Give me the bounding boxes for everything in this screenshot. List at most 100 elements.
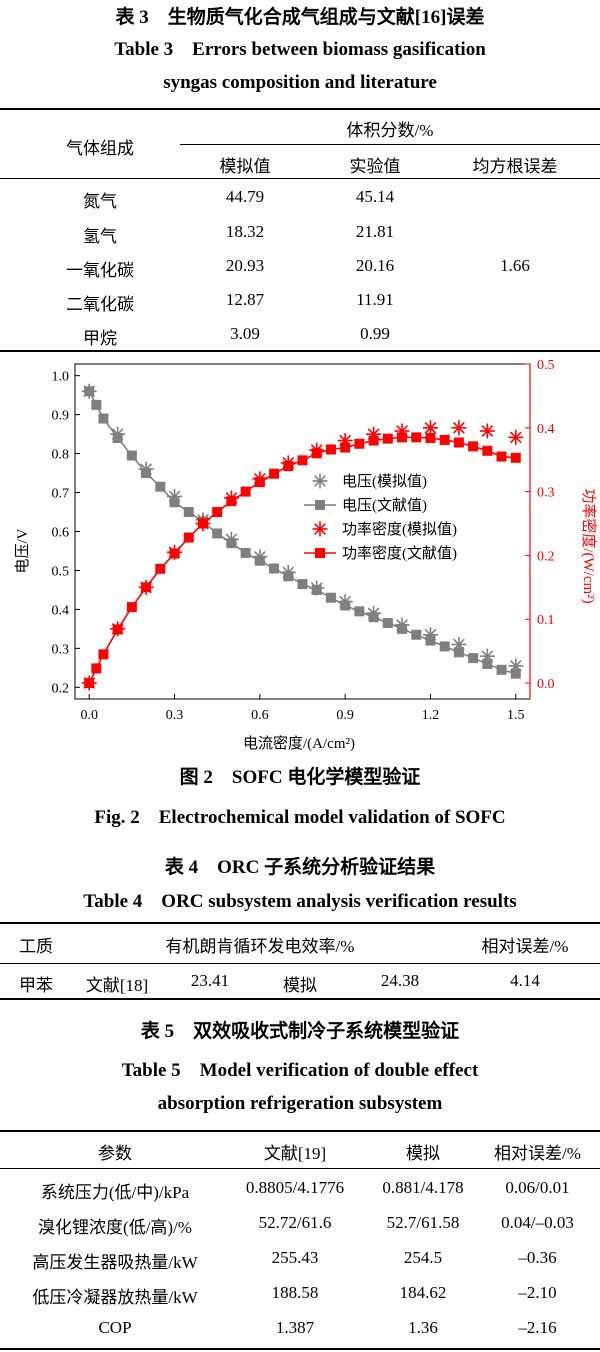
legend-item: 电压(文献值) xyxy=(304,497,427,514)
data-point xyxy=(254,555,265,566)
data-point xyxy=(482,658,493,669)
data-point xyxy=(169,548,180,559)
data-point xyxy=(496,664,507,675)
data-point xyxy=(382,433,393,444)
table5-row-err: 0.06/0.01 xyxy=(505,1178,570,1197)
data-point xyxy=(354,606,365,617)
table5-bottom-rule xyxy=(0,1348,600,1350)
data-point xyxy=(411,629,422,640)
legend-marker xyxy=(312,521,328,537)
y2-tick-label: 0.2 xyxy=(537,549,555,564)
data-point xyxy=(453,437,464,448)
data-point xyxy=(91,663,102,674)
table5-head-param: 参数 xyxy=(98,1144,132,1163)
data-point xyxy=(482,445,493,456)
table3-sub-rule xyxy=(180,144,600,145)
series-1 xyxy=(84,386,521,679)
table5-row-lit: 255.43 xyxy=(271,1248,319,1267)
table3-row-exp: 21.81 xyxy=(355,222,395,241)
data-point xyxy=(98,413,109,424)
x-tick-label: 1.2 xyxy=(422,708,440,723)
table3-row-exp: 0.99 xyxy=(360,324,390,343)
table5-row-lit: 52.72/61.6 xyxy=(258,1213,332,1232)
data-point xyxy=(510,668,521,679)
table5-row-param: 低压冷凝器放热量/kW xyxy=(32,1288,198,1307)
series-3 xyxy=(84,432,521,689)
data-point xyxy=(422,420,438,436)
data-point xyxy=(468,653,479,664)
data-point xyxy=(325,592,336,603)
data-point xyxy=(169,497,180,508)
table3-rmse-value: 1.66 xyxy=(500,256,530,275)
table5-row-param: COP xyxy=(98,1318,132,1337)
table5-row-sim: 184.62 xyxy=(399,1283,447,1302)
table3-title-cn: 表 3 生物质气化合成气组成与文献[16]误差 xyxy=(115,7,485,28)
table4-head-err: 相对误差/% xyxy=(481,937,569,956)
table3-title-en-2: syngas composition and literature xyxy=(163,72,437,93)
data-point xyxy=(479,423,495,439)
x-tick-label: 0.9 xyxy=(336,708,354,723)
table3-row-gas: 氢气 xyxy=(83,227,117,246)
y2-tick-label: 0.5 xyxy=(537,358,555,373)
table5-row-err: –2.10 xyxy=(518,1283,557,1302)
table3-head-sim: 模拟值 xyxy=(219,157,271,176)
data-point xyxy=(297,579,308,590)
table3-row-sim: 12.87 xyxy=(225,290,265,309)
table3-row-gas: 一氧化碳 xyxy=(66,261,134,280)
legend-label: 电压(模拟值) xyxy=(342,473,427,490)
y2-tick-label: 0.4 xyxy=(537,422,555,437)
data-point xyxy=(340,600,351,611)
table4-title-cn: 表 4 ORC 子系统分析验证结果 xyxy=(164,857,436,878)
data-point xyxy=(510,452,521,463)
data-point xyxy=(439,434,450,445)
table4-medium: 甲苯 xyxy=(19,976,53,995)
table4-bottom-rule xyxy=(0,998,600,1000)
table3-head-gas: 气体组成 xyxy=(66,139,134,158)
table5-row-param: 溴化锂浓度(低/高)/% xyxy=(38,1218,192,1237)
table3-row-exp: 11.91 xyxy=(356,290,394,309)
y-tick-label: 0.6 xyxy=(52,526,70,541)
data-point xyxy=(226,496,237,507)
y-tick-label: 1.0 xyxy=(52,370,70,385)
legend-marker xyxy=(315,548,325,558)
data-point xyxy=(397,432,408,443)
data-point xyxy=(91,399,102,410)
data-point xyxy=(112,624,123,635)
y-tick-label: 0.4 xyxy=(52,603,70,618)
data-point xyxy=(183,507,194,518)
data-point xyxy=(212,528,223,539)
y-tick-label: 0.7 xyxy=(52,487,70,502)
data-point xyxy=(311,584,322,595)
data-point xyxy=(382,618,393,629)
data-point xyxy=(451,420,467,436)
data-point xyxy=(453,647,464,658)
data-point xyxy=(368,612,379,623)
legend-label: 电压(文献值) xyxy=(342,497,427,514)
x-tick-label: 1.5 xyxy=(507,708,525,723)
table3-row-sim: 44.79 xyxy=(225,187,265,206)
legend-label: 功率密度(模拟值) xyxy=(342,521,457,538)
data-point xyxy=(425,433,436,444)
table5-row-err: 0.04/–0.03 xyxy=(501,1213,574,1232)
legend-item: 功率密度(模拟值) xyxy=(312,521,457,538)
data-point xyxy=(325,444,336,455)
table3-row-exp: 20.16 xyxy=(355,256,395,275)
table5-row-sim: 0.881/4.178 xyxy=(382,1178,464,1197)
y-axis-label: 电压/V xyxy=(14,528,31,573)
figure2-caption-en: Fig. 2 Electrochemical model validation … xyxy=(94,807,506,828)
data-point xyxy=(197,518,208,529)
y2-tick-label: 0.3 xyxy=(537,486,555,501)
table5-head-lit: 文献[19] xyxy=(263,1144,327,1163)
table5-top-rule xyxy=(0,1130,600,1132)
table3-row-sim: 20.93 xyxy=(225,256,265,275)
x-axis-label: 电流密度/(A/cm²) xyxy=(243,735,355,752)
y-tick-label: 0.3 xyxy=(52,642,70,657)
data-point xyxy=(439,641,450,652)
data-point xyxy=(126,450,137,461)
table5-head-sim: 模拟 xyxy=(406,1144,440,1163)
y2-axis-label: 功率密度/(W/cm²) xyxy=(580,488,597,603)
x-tick-label: 0.0 xyxy=(80,708,98,723)
data-point xyxy=(354,438,365,449)
table5-row-sim: 1.36 xyxy=(408,1318,438,1337)
data-point xyxy=(283,571,294,582)
